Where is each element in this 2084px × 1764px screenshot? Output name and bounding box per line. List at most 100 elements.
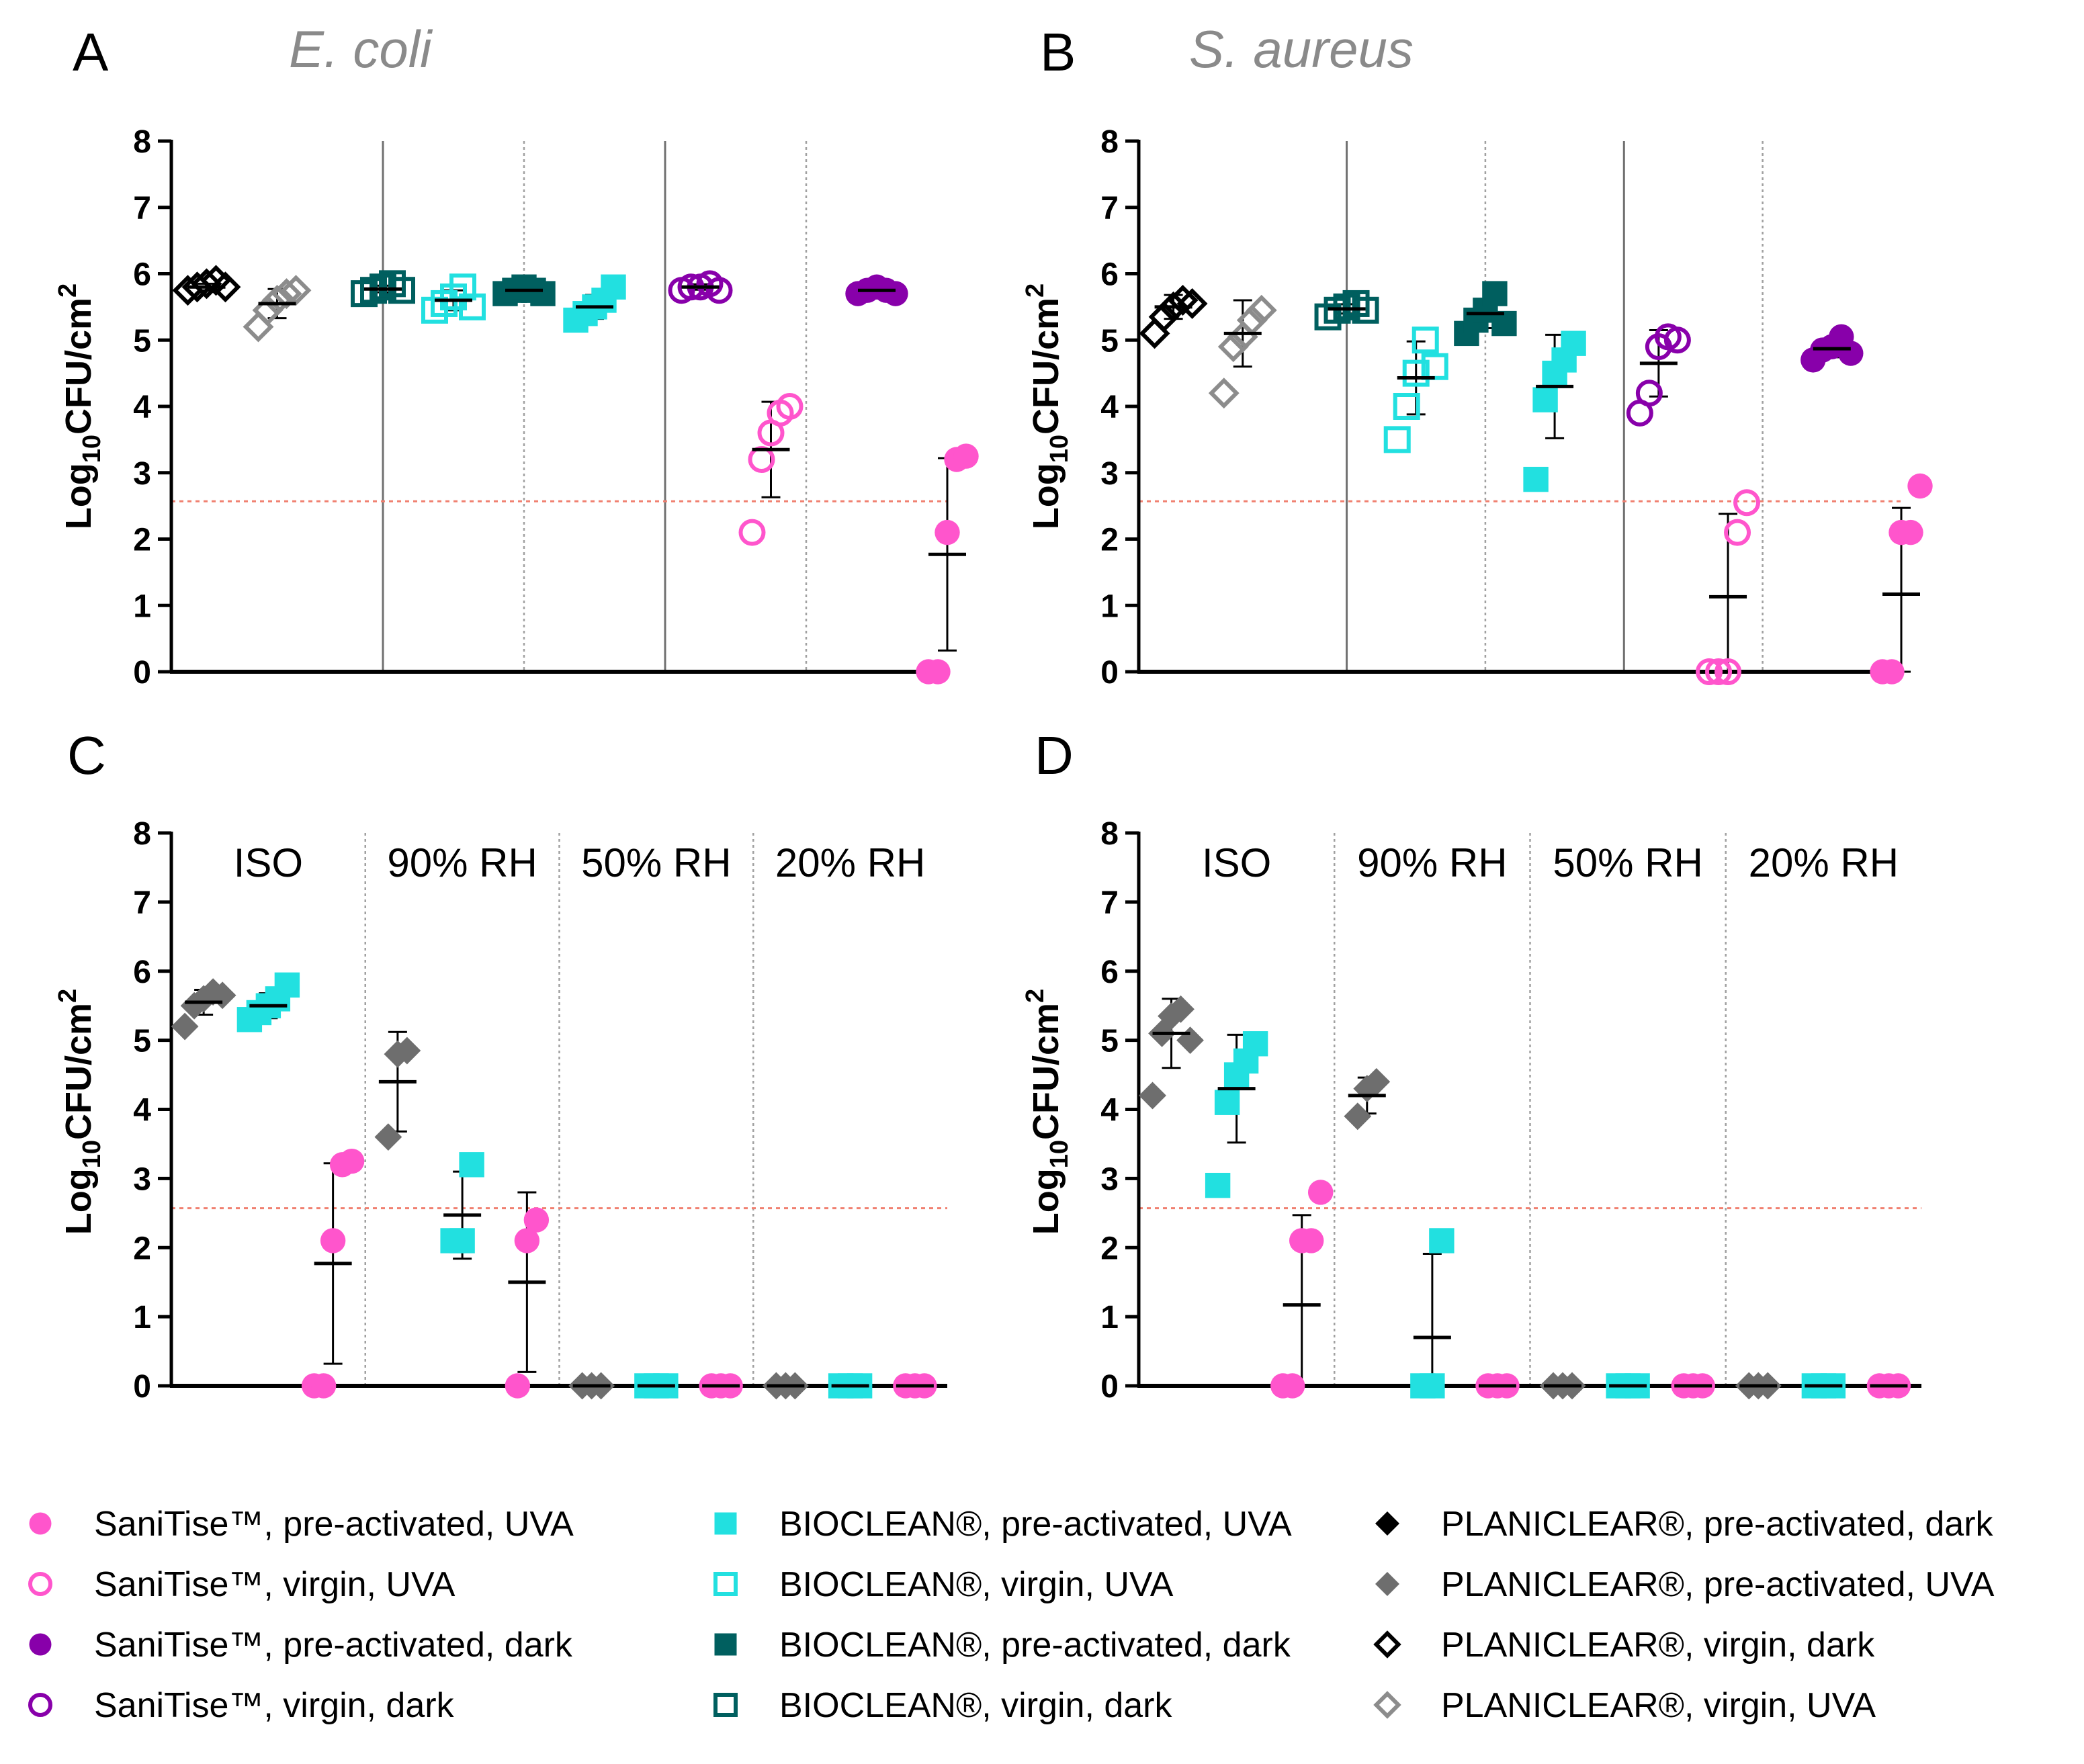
legend-marker-sanitise_pa_uva [29, 1512, 52, 1535]
panel-b-group-1 [1208, 294, 1277, 409]
panel-b-ytick-label-2: 2 [1100, 523, 1119, 558]
legend-item-sanitise_pa_uva: SaniTise™, pre-activated, UVA [29, 1505, 574, 1544]
legend-marker-planiclear_pa_uva [1375, 1572, 1399, 1596]
legend-item-bioclean_v_uva: BIOCLEAN®, virgin, UVA [713, 1565, 1174, 1604]
panel-b-group-3 [1383, 326, 1448, 453]
panel-c-group-5-point-1 [514, 1228, 540, 1253]
panel-c-ytick-label-8: 8 [133, 816, 151, 852]
panel-d-group-1-point-4 [1242, 1031, 1268, 1057]
panel-d: D 0 1 2 3 4 5 6 7 8 Log10CFU/cm2 ISO 90% RH 50% RH 20… [1021, 725, 1921, 1405]
panel-b-group-7-point-3 [1724, 519, 1751, 546]
panel-d-group-3-point-2 [1362, 1067, 1391, 1096]
panel-c-group-10 [828, 1373, 873, 1399]
legend-item-bioclean_pa_dark: BIOCLEAN®, pre-activated, dark [714, 1626, 1291, 1665]
panel-d-group-11 [1866, 1373, 1911, 1399]
legend-label-sanitise_v_dark: SaniTise™, virgin, dark [94, 1686, 455, 1725]
panel-a-group-5-point-4 [601, 274, 626, 300]
legend-item-planiclear_v_dark: PLANICLEAR®, virgin, dark [1373, 1626, 1875, 1665]
panel-c-group-5 [505, 1191, 550, 1399]
panel-c-group-3-point-2 [393, 1037, 421, 1065]
panel-c-condition-label-1: 90% RH [387, 840, 537, 885]
legend-label-bioclean_v_uva: BIOCLEAN®, virgin, UVA [779, 1565, 1174, 1604]
panel-d-ytick-label-0: 0 [1100, 1369, 1119, 1405]
legend-marker-planiclear_pa_dark [1375, 1511, 1399, 1536]
panel-a-ytick-label-5: 5 [133, 323, 151, 359]
panel-a-group-3-point-4 [459, 293, 486, 320]
panel-d-ytick-label-7: 7 [1100, 885, 1119, 921]
panel-a-ytick-label-2: 2 [133, 523, 151, 558]
panel-c-group-1 [236, 972, 300, 1032]
panel-d-group-1-point-1 [1214, 1090, 1240, 1115]
panel-c-group-0-point-0 [171, 1012, 199, 1041]
panel-d-ytick-label-2: 2 [1100, 1231, 1119, 1266]
panel-b-ytick-label-1: 1 [1100, 588, 1119, 624]
panel-d-condition-label-1: 90% RH [1357, 840, 1507, 885]
legend-label-sanitise_pa_uva: SaniTise™, pre-activated, UVA [94, 1505, 574, 1544]
panel-a-group-6 [668, 270, 733, 304]
panel-c-ytick-label-3: 3 [133, 1161, 151, 1197]
panel-b-group-7-point-4 [1733, 489, 1761, 517]
panel-b-ytick-label-7: 7 [1100, 191, 1119, 226]
panel-b-ytick-label-4: 4 [1100, 390, 1119, 425]
panel-a-group-8 [845, 274, 908, 306]
panel-c-group-2 [301, 1148, 365, 1399]
panel-c-group-6 [568, 1372, 615, 1400]
legend: SaniTise™, pre-activated, UVA SaniTise™, … [28, 1505, 1995, 1725]
panel-b-ytick-label-3: 3 [1100, 456, 1119, 492]
legend-label-planiclear_v_dark: PLANICLEAR®, virgin, dark [1441, 1626, 1875, 1665]
panel-c-ytick-label-6: 6 [133, 955, 151, 990]
panel-b-ytick-label-5: 5 [1100, 323, 1119, 359]
panel-d-group-2-point-1 [1280, 1373, 1305, 1399]
panel-d-group-3-point-0 [1344, 1102, 1372, 1131]
legend-item-planiclear_pa_uva: PLANICLEAR®, pre-activated, UVA [1375, 1565, 1995, 1604]
panel-d-ytick-label-5: 5 [1100, 1024, 1119, 1059]
legend-marker-sanitise_v_uva [28, 1572, 52, 1596]
panel-a-ytick-label-8: 8 [133, 124, 151, 160]
legend-label-sanitise_v_uva: SaniTise™, virgin, UVA [94, 1565, 455, 1604]
panel-d-group-2-point-4 [1308, 1180, 1334, 1205]
legend-marker-planiclear_v_dark [1373, 1630, 1401, 1659]
panel-b-y-axis-label: Log10CFU/cm2 [1021, 283, 1074, 529]
legend-label-sanitise_pa_dark: SaniTise™, pre-activated, dark [94, 1626, 573, 1665]
panel-a-organism: E. coli [289, 19, 433, 79]
panel-b-group-1-point-4 [1246, 294, 1277, 326]
panel-c-group-3-point-0 [374, 1123, 402, 1151]
panel-d-group-1 [1205, 1031, 1268, 1198]
panel-c: C 0 1 2 3 4 5 6 7 8 Log10CFU/cm2 ISO 90% RH 50% RH 20… [54, 725, 947, 1405]
legend-item-bioclean_pa_uva: BIOCLEAN®, pre-activated, UVA [714, 1505, 1292, 1544]
panel-b-group-0 [1139, 285, 1208, 349]
panel-a-group-7-point-1 [748, 446, 775, 473]
panel-d-group-0-point-4 [1176, 1026, 1204, 1055]
panel-a-group-3 [421, 273, 486, 324]
panel-c-group-8 [699, 1373, 743, 1399]
panel-a: A E. coli 0 1 2 3 4 5 6 7 8 Log10CFU/cm2 [54, 19, 979, 691]
panel-c-condition-label-3: 20% RH [775, 840, 925, 885]
panel-d-ytick-label-8: 8 [1100, 816, 1119, 852]
panel-c-group-5-point-0 [505, 1373, 531, 1399]
legend-label-bioclean_v_dark: BIOCLEAN®, virgin, dark [779, 1686, 1172, 1725]
panel-b-group-3-point-0 [1383, 426, 1411, 453]
panel-c-group-11 [893, 1373, 937, 1399]
panel-b-group-0-point-3 [1167, 285, 1199, 316]
panel-a-ytick-label-1: 1 [133, 588, 151, 624]
panel-c-ytick-label-0: 0 [133, 1369, 151, 1405]
panel-a-group-7-point-4 [776, 393, 804, 420]
panel-d-group-1-point-0 [1205, 1172, 1231, 1198]
panel-a-group-9-point-2 [935, 519, 960, 545]
panel-c-group-9 [762, 1372, 809, 1400]
panel-c-group-3 [374, 1030, 421, 1151]
panel-d-ytick-label-4: 4 [1100, 1093, 1119, 1129]
legend-item-planiclear_v_uva: PLANICLEAR®, virgin, UVA [1373, 1686, 1876, 1725]
panel-b-group-4-point-3 [1482, 281, 1508, 306]
panel-c-group-7 [634, 1373, 679, 1399]
panel-d-group-2 [1270, 1180, 1334, 1399]
panel-a-group-0-point-4 [210, 271, 241, 303]
panel-c-ytick-label-7: 7 [133, 885, 151, 921]
panel-d-group-7 [1606, 1373, 1650, 1399]
legend-label-bioclean_pa_dark: BIOCLEAN®, pre-activated, dark [779, 1626, 1291, 1665]
panel-b-group-6 [1626, 323, 1691, 427]
panel-a-group-1-point-0 [243, 311, 274, 343]
panel-d-group-8 [1671, 1373, 1715, 1399]
panel-a-group-1-point-2 [261, 285, 293, 316]
panel-c-group-2-point-2 [320, 1228, 346, 1253]
